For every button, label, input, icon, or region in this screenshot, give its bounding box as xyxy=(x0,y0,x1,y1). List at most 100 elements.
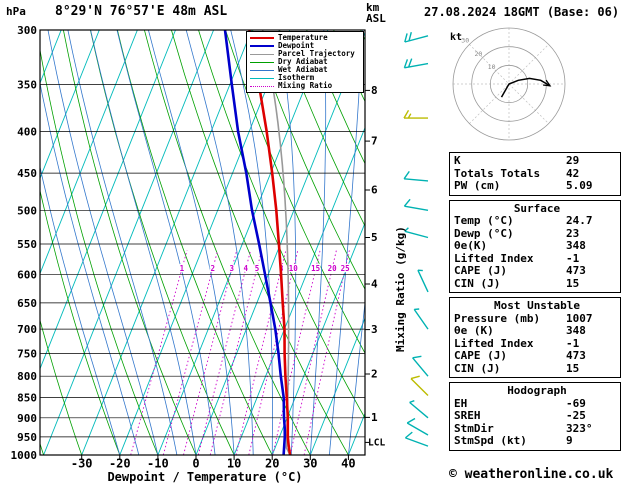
watermark: © weatheronline.co.uk xyxy=(449,467,614,482)
stat-value: 323° xyxy=(566,421,593,435)
stats-row: CAPE (J) 473 xyxy=(454,264,620,278)
legend: Temperature Dewpoint Parcel Trajectory Dry … xyxy=(246,31,364,93)
station-title: 8°29'N 76°57'E 48m ASL xyxy=(55,4,228,19)
stats-row: PW (cm) 5.09 xyxy=(454,179,620,193)
stats-row: CIN (J) 15 xyxy=(454,361,620,376)
legend-label: Isotherm xyxy=(278,73,315,82)
stat-label: Dewp (°C) xyxy=(454,226,514,240)
altitude-unit-km: km xyxy=(366,1,380,14)
wind-barb xyxy=(413,308,429,330)
wind-barb xyxy=(404,227,429,239)
dewpoint-curve xyxy=(223,30,287,455)
svg-text:20: 20 xyxy=(265,457,279,471)
pressure-axis-unit: hPa xyxy=(6,5,26,18)
legend-label: Parcel Trajectory xyxy=(278,49,355,58)
wind-barb xyxy=(404,431,429,447)
legend-label: Dewpoint xyxy=(278,41,315,50)
hodograph-ring-label: 10 xyxy=(488,63,496,71)
svg-text:900: 900 xyxy=(17,412,37,425)
stats-row: EH -69 xyxy=(454,397,620,411)
stat-label: StmSpd (kt) xyxy=(454,434,527,447)
dry-adiabat-line-sample xyxy=(250,61,274,63)
stats-section-title: Surface xyxy=(513,201,561,215)
svg-text:950: 950 xyxy=(17,431,37,444)
svg-text:3: 3 xyxy=(371,323,378,336)
stat-label: CIN (J) xyxy=(454,361,501,375)
stats-row: θe (K) 348 xyxy=(454,324,620,338)
wind-barb xyxy=(403,109,428,119)
legend-label: Mixing Ratio xyxy=(278,81,333,90)
svg-text:LCL: LCL xyxy=(368,437,385,448)
stat-label: CIN (J) xyxy=(454,276,501,290)
svg-text:-10: -10 xyxy=(147,457,169,471)
stat-value: 473 xyxy=(566,264,586,277)
legend-label: Temperature xyxy=(278,33,328,42)
wind-barb xyxy=(404,32,429,43)
stat-label: K xyxy=(454,154,461,167)
mixing-ratio-value-label: 4 xyxy=(244,264,249,273)
svg-text:1: 1 xyxy=(371,411,378,424)
wind-barb xyxy=(403,58,429,69)
hodograph-ring-label: 20 xyxy=(474,50,482,58)
dewpoint-line-sample xyxy=(250,45,274,47)
stat-value: 473 xyxy=(566,349,586,362)
svg-text:0: 0 xyxy=(192,457,199,471)
svg-text:300: 300 xyxy=(17,24,37,37)
svg-text:400: 400 xyxy=(17,126,37,139)
parcel-trajectory-line-sample xyxy=(250,53,274,55)
legend-item: Temperature xyxy=(250,34,360,42)
svg-text:800: 800 xyxy=(17,370,37,383)
legend-item: Parcel Trajectory xyxy=(250,50,360,58)
hodograph-unit-label: kt xyxy=(450,32,462,43)
stats-row: Totals Totals 42 xyxy=(454,166,620,181)
stat-value: 15 xyxy=(566,276,580,290)
hodograph-trace-arrowhead xyxy=(543,79,552,87)
stat-value: 1007 xyxy=(566,311,593,325)
svg-text:30: 30 xyxy=(303,457,317,471)
stats-row: θe(K) 348 xyxy=(454,239,620,253)
stats-section-title: Hodograph xyxy=(507,384,567,397)
stats-row: StmDir 323° xyxy=(454,421,620,436)
stat-value: 29 xyxy=(566,154,580,167)
stat-label: Totals Totals xyxy=(454,166,541,180)
stat-value: 348 xyxy=(566,324,586,337)
legend-label: Wet Adiabat xyxy=(278,65,328,74)
svg-text:40: 40 xyxy=(341,457,355,471)
svg-text:-30: -30 xyxy=(71,457,93,471)
wind-barb xyxy=(410,375,429,396)
stats-row: Dewp (°C) 23 xyxy=(454,226,620,241)
hodograph-ring xyxy=(489,64,529,104)
wet-adiabat-line-sample xyxy=(250,69,274,71)
svg-text:5: 5 xyxy=(371,231,378,244)
stat-value: 24.7 xyxy=(566,214,593,227)
stats-row: K 29 xyxy=(454,154,620,168)
stats-panel: K 29 Totals Totals 42 PW (cm) 5.09 Surface Temp… xyxy=(449,152,621,451)
stats-row: Temp (°C) 24.7 xyxy=(454,214,620,228)
wind-barb-column xyxy=(403,32,429,447)
plot-border xyxy=(39,29,366,456)
wind-barb xyxy=(403,170,429,182)
mixing-ratio-value-label: 2 xyxy=(210,264,215,273)
svg-text:700: 700 xyxy=(17,323,37,336)
stat-value: 9 xyxy=(566,434,573,447)
svg-text:650: 650 xyxy=(17,297,37,310)
stats-row: Pressure (mb) 1007 xyxy=(454,311,620,326)
svg-text:750: 750 xyxy=(17,347,37,360)
stat-value: -25 xyxy=(566,409,586,422)
stat-value: 348 xyxy=(566,239,586,252)
stat-label: Pressure (mb) xyxy=(454,311,541,325)
mixing-ratio-axis-label: Mixing Ratio (g/kg) xyxy=(394,226,407,352)
legend-item: Wet Adiabat xyxy=(250,66,360,74)
legend-item: Mixing Ratio xyxy=(250,82,360,90)
wind-barb xyxy=(409,400,429,419)
svg-text:8: 8 xyxy=(371,84,378,97)
stat-label: Lifted Index xyxy=(454,251,534,265)
hodograph-ring-label: 30 xyxy=(461,37,469,45)
stats-box-most-unstable: Most Unstable Pressure (mb) 1007 θe (K) 348 L… xyxy=(449,297,621,378)
svg-text:4: 4 xyxy=(371,278,378,291)
svg-text:6: 6 xyxy=(371,184,378,197)
mixing-ratio-value-label: 25 xyxy=(341,264,350,273)
stats-section-title: Most Unstable xyxy=(493,299,581,312)
